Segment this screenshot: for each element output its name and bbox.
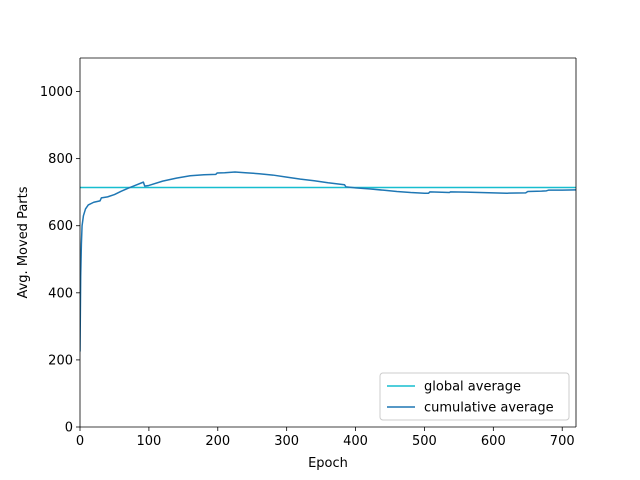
series-cumulative-average-line: [80, 171, 576, 352]
y-tick-label: 1000: [40, 85, 73, 100]
x-axis-label: Epoch: [308, 456, 348, 471]
y-tick-label: 200: [48, 353, 73, 368]
x-tick-label: 600: [481, 434, 506, 449]
x-tick-label: 300: [274, 434, 299, 449]
x-tick-label: 200: [205, 434, 230, 449]
legend-label-global-average: global average: [424, 380, 521, 395]
x-tick-label: 100: [136, 434, 161, 449]
x-tick-label: 700: [550, 434, 575, 449]
y-tick-label: 600: [48, 219, 73, 234]
y-tick-label: 0: [65, 421, 73, 436]
plot-background: [80, 58, 576, 427]
y-tick-label: 800: [48, 152, 73, 167]
legend-label-cumulative-average: cumulative average: [424, 401, 554, 416]
x-tick-label: 400: [343, 434, 368, 449]
legend: global average cumulative average: [379, 372, 570, 421]
x-tick-label: 0: [76, 434, 84, 449]
x-tick-label: 500: [412, 434, 437, 449]
y-axis-label: Avg. Moved Parts: [16, 186, 31, 298]
y-tick-label: 400: [48, 286, 73, 301]
legend-box: [379, 372, 570, 421]
